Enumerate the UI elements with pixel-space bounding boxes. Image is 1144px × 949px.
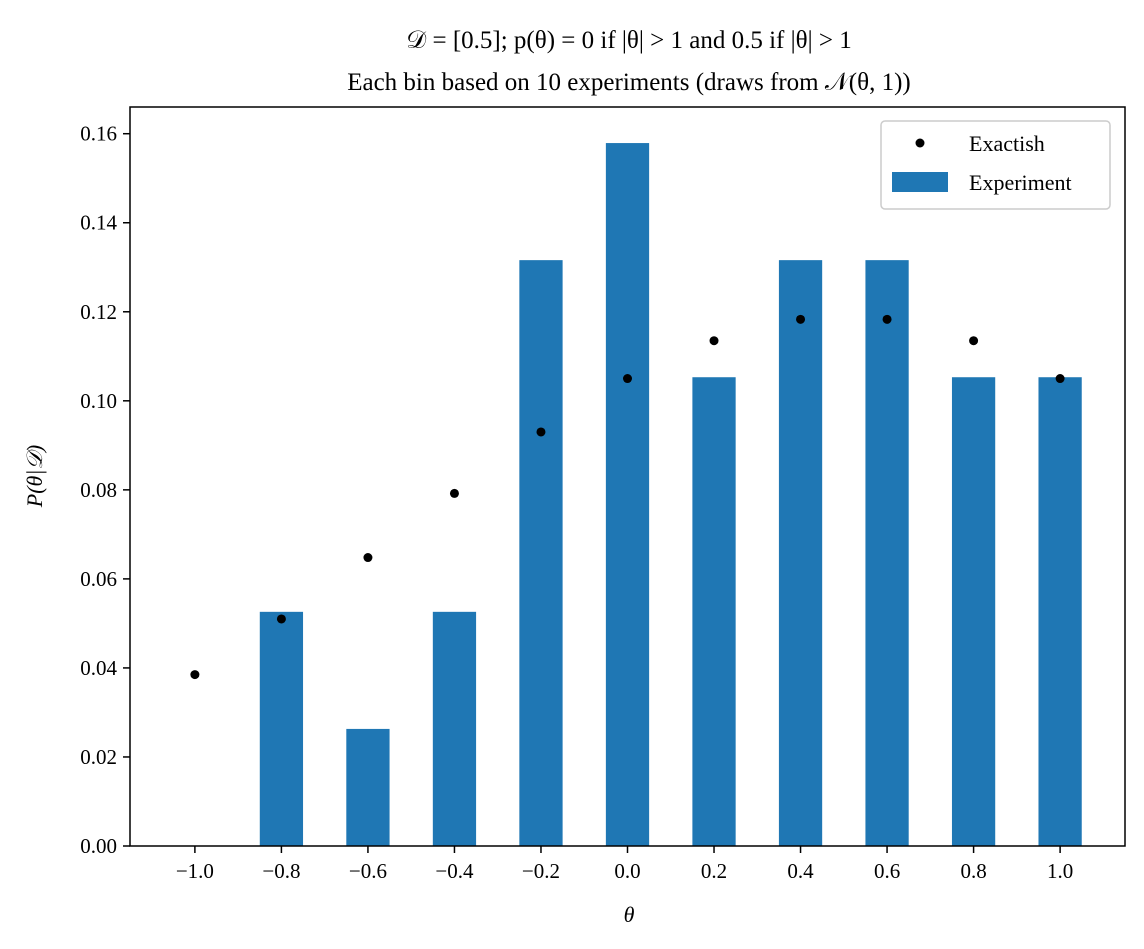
y-tick-label: 0.02 — [80, 745, 117, 769]
legend: Exactish Experiment — [880, 120, 1111, 210]
chart-subtitle: Each bin based on 10 experiments (draws … — [347, 69, 911, 96]
x-axis-ticks: −1.0 −0.8 −0.6 −0.4 −0.2 0.0 0.2 0.4 0.6 0.8 1.0 — [176, 846, 1073, 883]
data-point — [796, 314, 806, 324]
y-tick-label: 0.06 — [80, 567, 117, 591]
legend-marker-exactish — [915, 138, 925, 148]
data-point — [969, 336, 979, 346]
bar — [1038, 377, 1082, 846]
bar — [778, 260, 823, 846]
y-axis-label: P(θ|𝒟) — [22, 445, 47, 509]
bar — [346, 728, 390, 846]
bar — [259, 611, 304, 846]
x-axis-label: θ — [624, 902, 635, 927]
legend-marker-experiment — [892, 172, 948, 192]
y-tick-label: 0.16 — [80, 122, 117, 146]
data-point — [363, 553, 373, 563]
data-point — [536, 427, 546, 437]
bar — [692, 377, 736, 846]
plot-area: −1.0 −0.8 −0.6 −0.4 −0.2 0.0 0.2 0.4 0.6 0.8 1.0 0… — [80, 106, 1126, 883]
x-tick-label: −0.6 — [349, 859, 387, 883]
data-point — [882, 314, 892, 324]
y-tick-label: 0.14 — [80, 211, 117, 235]
x-tick-label: 0.4 — [787, 859, 814, 883]
data-point — [709, 336, 719, 346]
chart-title: 𝒟 = [0.5]; p(θ) = 0 if |θ| > 1 and 0.5 i… — [406, 27, 851, 54]
bar — [432, 611, 477, 846]
y-axis-ticks: 0.00 0.02 0.04 0.06 0.08 0.10 0.12 0.14 0.16 — [80, 122, 130, 858]
x-tick-label: 1.0 — [1047, 859, 1073, 883]
bars-group — [259, 143, 1082, 846]
x-tick-label: −1.0 — [176, 859, 214, 883]
x-tick-label: −0.4 — [435, 859, 474, 883]
x-tick-label: 0.2 — [701, 859, 727, 883]
data-point — [276, 614, 286, 624]
x-tick-label: −0.2 — [522, 859, 560, 883]
bar — [951, 377, 996, 846]
bar — [519, 260, 563, 846]
x-tick-label: −0.8 — [262, 859, 300, 883]
y-tick-label: 0.10 — [80, 389, 117, 413]
x-tick-label: 0.0 — [614, 859, 640, 883]
legend-label-experiment: Experiment — [969, 170, 1072, 195]
y-tick-label: 0.08 — [80, 478, 117, 502]
data-point — [1055, 374, 1065, 384]
bar — [865, 260, 909, 846]
bar — [605, 143, 650, 846]
x-tick-label: 0.6 — [874, 859, 900, 883]
y-tick-label: 0.12 — [80, 300, 117, 324]
y-tick-label: 0.04 — [80, 656, 117, 680]
legend-label-exactish: Exactish — [969, 131, 1045, 156]
points-group — [190, 314, 1065, 680]
y-tick-label: 0.00 — [80, 834, 117, 858]
x-tick-label: 0.8 — [960, 859, 986, 883]
data-point — [190, 670, 200, 680]
data-point — [449, 488, 459, 498]
data-point — [623, 374, 632, 384]
